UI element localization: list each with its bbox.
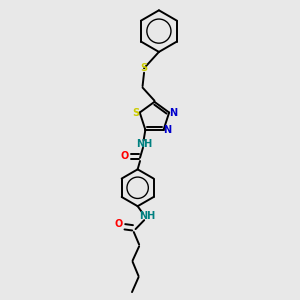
Text: N: N [169, 107, 177, 118]
Text: NH: NH [136, 139, 153, 149]
Text: O: O [115, 219, 123, 229]
Text: S: S [140, 63, 148, 73]
Text: N: N [163, 125, 171, 135]
Text: NH: NH [139, 211, 155, 221]
Text: O: O [120, 151, 129, 161]
Text: S: S [132, 107, 139, 118]
